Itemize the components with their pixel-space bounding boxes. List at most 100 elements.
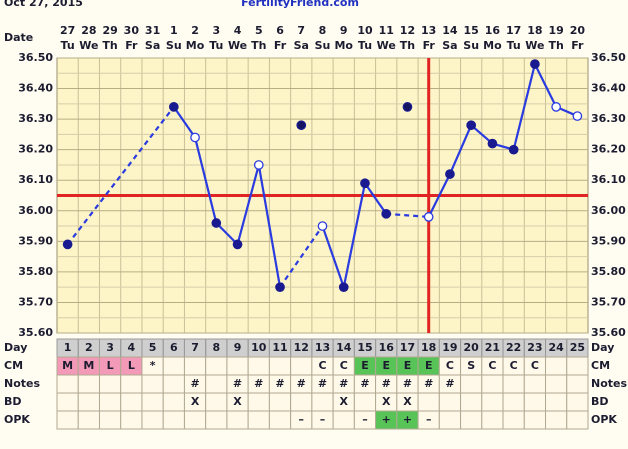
day-number: 16: [379, 341, 395, 354]
table-cell: [205, 356, 228, 376]
cell-text: C: [531, 359, 539, 372]
cell-text: #: [445, 377, 454, 390]
chart-date: Oct 27, 2015: [4, 0, 83, 9]
cell-text: #: [424, 377, 433, 390]
table-cell: [545, 392, 568, 412]
y-tick-label: 36.30: [18, 112, 53, 125]
temp-point: [402, 102, 413, 112]
weekday-label: Su: [315, 39, 331, 52]
date-label: 29: [102, 24, 117, 37]
table-cell: [523, 410, 547, 430]
day-number: 9: [234, 341, 242, 354]
table-cell: [566, 374, 589, 394]
table-cell: [268, 356, 292, 376]
cell-text: X: [403, 395, 412, 408]
line-segment: [257, 164, 282, 288]
day-number: 13: [315, 341, 330, 354]
table-cell: [98, 392, 122, 412]
weekday-label: Mo: [334, 39, 353, 52]
table-cell: [290, 356, 313, 376]
row-label: CM: [4, 359, 23, 372]
temp-point: [360, 178, 370, 189]
temp-point: [487, 138, 498, 149]
cell-text: –: [362, 413, 368, 426]
temp-point: [423, 212, 434, 222]
weekday-label: Fr: [571, 39, 584, 52]
table-cell: [56, 392, 79, 412]
cell-text: #: [339, 377, 348, 390]
table-cell: [481, 374, 504, 394]
cell-text: C: [318, 359, 326, 372]
weekday-label: Tu: [209, 39, 223, 52]
table-cell: [268, 410, 292, 430]
day-number: 7: [191, 341, 199, 354]
line-segment: [448, 124, 473, 175]
temp-point: [168, 102, 179, 112]
weekday-label: Th: [548, 39, 563, 52]
temp-point: [275, 282, 285, 293]
row-label-right: Day: [591, 341, 614, 354]
table-cell: [247, 356, 270, 376]
cell-text: E: [361, 359, 369, 372]
table-cell: [417, 392, 440, 412]
table-cell: [226, 410, 249, 430]
date-label: 20: [570, 24, 586, 37]
date-label: 8: [319, 24, 327, 37]
line-segment: [427, 173, 451, 218]
temp-point: [253, 160, 264, 170]
table-cell: [162, 356, 185, 376]
line-segment: [215, 222, 239, 246]
date-label: 18: [527, 24, 542, 37]
date-label: Date: [4, 31, 33, 44]
table-cell: [141, 410, 164, 430]
line-segment: [236, 164, 260, 245]
day-number: 10: [251, 341, 267, 354]
table-cell: [566, 356, 589, 376]
table-cell: [205, 374, 228, 394]
weekday-label: We: [377, 39, 396, 52]
date-label: 31: [145, 24, 160, 37]
date-label: 15: [464, 24, 479, 37]
cell-text: M: [83, 359, 94, 372]
y-tick-label: 36.00: [18, 204, 53, 217]
cell-text: E: [425, 359, 433, 372]
day-number: 17: [400, 341, 415, 354]
line-segment: [533, 63, 558, 108]
cell-text: E: [382, 359, 390, 372]
weekday-label: Tu: [507, 39, 521, 52]
dashed-segment: [66, 106, 175, 246]
cell-text: C: [446, 359, 454, 372]
y-tick-label-right: 35.90: [591, 234, 626, 247]
y-tick-label: 35.60: [18, 326, 53, 339]
line-segment: [321, 225, 345, 288]
y-tick-label: 36.50: [18, 51, 53, 64]
temp-point: [62, 239, 73, 250]
weekday-label: Fr: [125, 39, 138, 52]
date-label: 6: [276, 24, 284, 37]
weekday-label: Sa: [442, 39, 457, 52]
cell-text: #: [190, 377, 199, 390]
table-cell: [120, 392, 143, 412]
table-cell: [120, 410, 143, 430]
cell-text: –: [299, 413, 305, 426]
table-cell: [162, 374, 185, 394]
day-number: 22: [506, 341, 521, 354]
table-cell: [247, 392, 270, 412]
day-number: 21: [485, 341, 500, 354]
temp-point: [551, 102, 561, 112]
row-label-right: CM: [591, 359, 610, 372]
table-cell: [438, 392, 462, 412]
cell-text: X: [191, 395, 200, 408]
weekday-label: Fr: [274, 39, 287, 52]
y-tick-label-right: 35.70: [591, 295, 626, 308]
date-label: 28: [81, 24, 96, 37]
site-name: FertilityFriend.com: [241, 0, 359, 9]
date-label: 14: [442, 24, 458, 37]
table-cell: [311, 392, 334, 412]
date-label: 2: [191, 24, 199, 37]
table-cell: [481, 392, 504, 412]
y-tick-label-right: 36.00: [591, 204, 626, 217]
dashed-segment: [279, 225, 324, 288]
line-segment: [193, 137, 218, 224]
